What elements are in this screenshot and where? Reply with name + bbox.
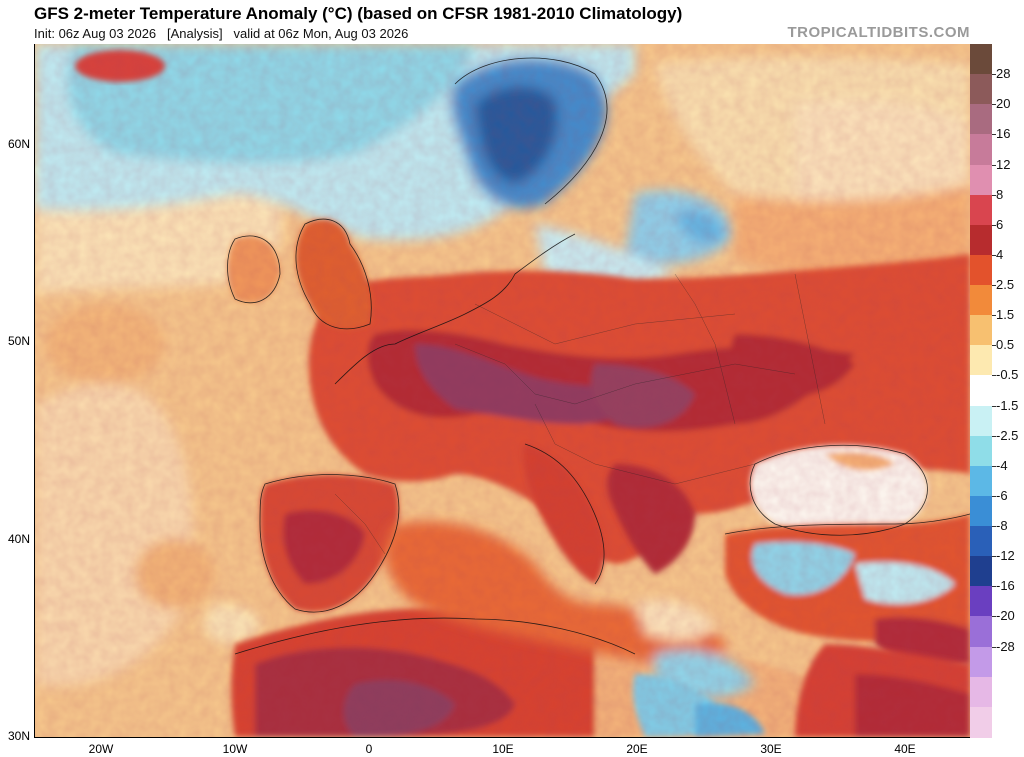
lon-label-20e: 20E xyxy=(626,742,648,756)
colorbar-label: 1.5 xyxy=(996,307,1015,323)
colorbar-segment xyxy=(970,435,992,467)
colorbar-tick xyxy=(992,345,996,347)
colorbar-segment xyxy=(970,164,992,196)
borders xyxy=(334,273,826,555)
lat-label-40n: 40N xyxy=(7,532,30,546)
colorbar-segment xyxy=(970,254,992,286)
colorbar-tick xyxy=(992,375,996,377)
lon-label-20w: 20W xyxy=(88,742,114,756)
colorbar-label: -8 xyxy=(996,518,1008,534)
colorbar-tick xyxy=(992,104,996,106)
colorbar-label: -12 xyxy=(996,548,1015,564)
colorbar-label: 8 xyxy=(996,186,1004,202)
lon-label-0: 0 xyxy=(365,742,373,756)
colorbar-label: -28 xyxy=(996,638,1015,654)
colorbar-tick xyxy=(992,435,996,437)
colorbar-tick xyxy=(992,164,996,166)
colorbar-tick xyxy=(992,285,996,287)
colorbar-segment xyxy=(970,556,992,587)
colorbar-tick xyxy=(992,646,996,648)
lat-label-60n: 60N xyxy=(7,137,30,151)
run-info: Init: 06z Aug 03 2026 [Analysis] valid a… xyxy=(34,26,408,41)
valid-time: valid at 06z Mon, Aug 03 2026 xyxy=(233,26,409,41)
colorbar-tick xyxy=(992,586,996,588)
colorbar-segment xyxy=(970,194,992,226)
colorbar-label: -0.5 xyxy=(996,367,1019,383)
colorbar-tick xyxy=(992,556,996,558)
colorbar-label: 28 xyxy=(996,66,1011,82)
colorbar-label: -1.5 xyxy=(996,397,1019,413)
colorbar-label: 0.5 xyxy=(996,337,1015,353)
colorbar-tick xyxy=(992,224,996,226)
colorbar-segment xyxy=(970,465,992,497)
colorbar-label: 12 xyxy=(996,156,1011,172)
coastlines xyxy=(227,57,970,655)
colorbar-label: 20 xyxy=(996,96,1011,112)
map-title: GFS 2-meter Temperature Anomaly (°C) (ba… xyxy=(34,4,683,23)
lon-label-40e: 40E xyxy=(894,742,916,756)
init-time: Init: 06z Aug 03 2026 xyxy=(34,26,157,41)
colorbar-tick xyxy=(992,254,996,256)
colorbar-label: 16 xyxy=(996,126,1011,142)
brand-watermark: TROPICALTIDBITS.COM xyxy=(787,24,970,41)
colorbar-segment xyxy=(970,44,992,75)
colorbar-segment xyxy=(970,104,992,135)
colorbar-segment xyxy=(970,405,992,437)
colorbar-label: 6 xyxy=(996,216,1004,232)
colorbar-segment xyxy=(970,586,992,618)
colorbar-segment xyxy=(970,134,992,166)
lon-label-10e: 10E xyxy=(492,742,514,756)
lon-label-10w: 10W xyxy=(222,742,248,756)
colorbar-segment xyxy=(970,495,992,527)
lat-label-50n: 50N xyxy=(7,334,30,348)
map-field xyxy=(35,44,970,737)
colorbar-segment xyxy=(970,616,992,648)
colorbar-label: 2.5 xyxy=(996,277,1015,293)
temperature-anomaly-map[interactable] xyxy=(34,44,970,738)
colorbar-tick xyxy=(992,134,996,136)
colorbar-segment xyxy=(970,526,992,557)
colorbar-label: -2.5 xyxy=(996,427,1019,443)
colorbar-tick xyxy=(992,495,996,497)
colorbar-segment xyxy=(970,74,992,105)
colorbar-label: 4 xyxy=(996,246,1004,262)
colorbar-tick xyxy=(992,194,996,196)
colorbar-label: -16 xyxy=(996,578,1015,594)
colorbar-segment xyxy=(970,224,992,256)
colorbar-tick xyxy=(992,465,996,467)
lon-label-30e: 30E xyxy=(760,742,782,756)
colorbar-label: -4 xyxy=(996,457,1008,473)
colorbar-legend xyxy=(970,44,992,738)
colorbar-tick xyxy=(992,315,996,317)
colorbar-tick xyxy=(992,74,996,76)
lat-label-30n: 30N xyxy=(7,729,30,743)
colorbar-segment xyxy=(970,345,992,377)
colorbar-tick xyxy=(992,526,996,528)
colorbar-segment xyxy=(970,375,992,407)
run-type: [Analysis] xyxy=(167,26,223,41)
colorbar-segment xyxy=(970,315,992,346)
colorbar-segment xyxy=(970,646,992,678)
colorbar-segment xyxy=(970,706,992,738)
colorbar-tick xyxy=(992,616,996,618)
colorbar-tick xyxy=(992,405,996,407)
colorbar-label: -6 xyxy=(996,487,1008,503)
colorbar-segment xyxy=(970,285,992,316)
colorbar-label: -20 xyxy=(996,608,1015,624)
colorbar-segment xyxy=(970,676,992,708)
